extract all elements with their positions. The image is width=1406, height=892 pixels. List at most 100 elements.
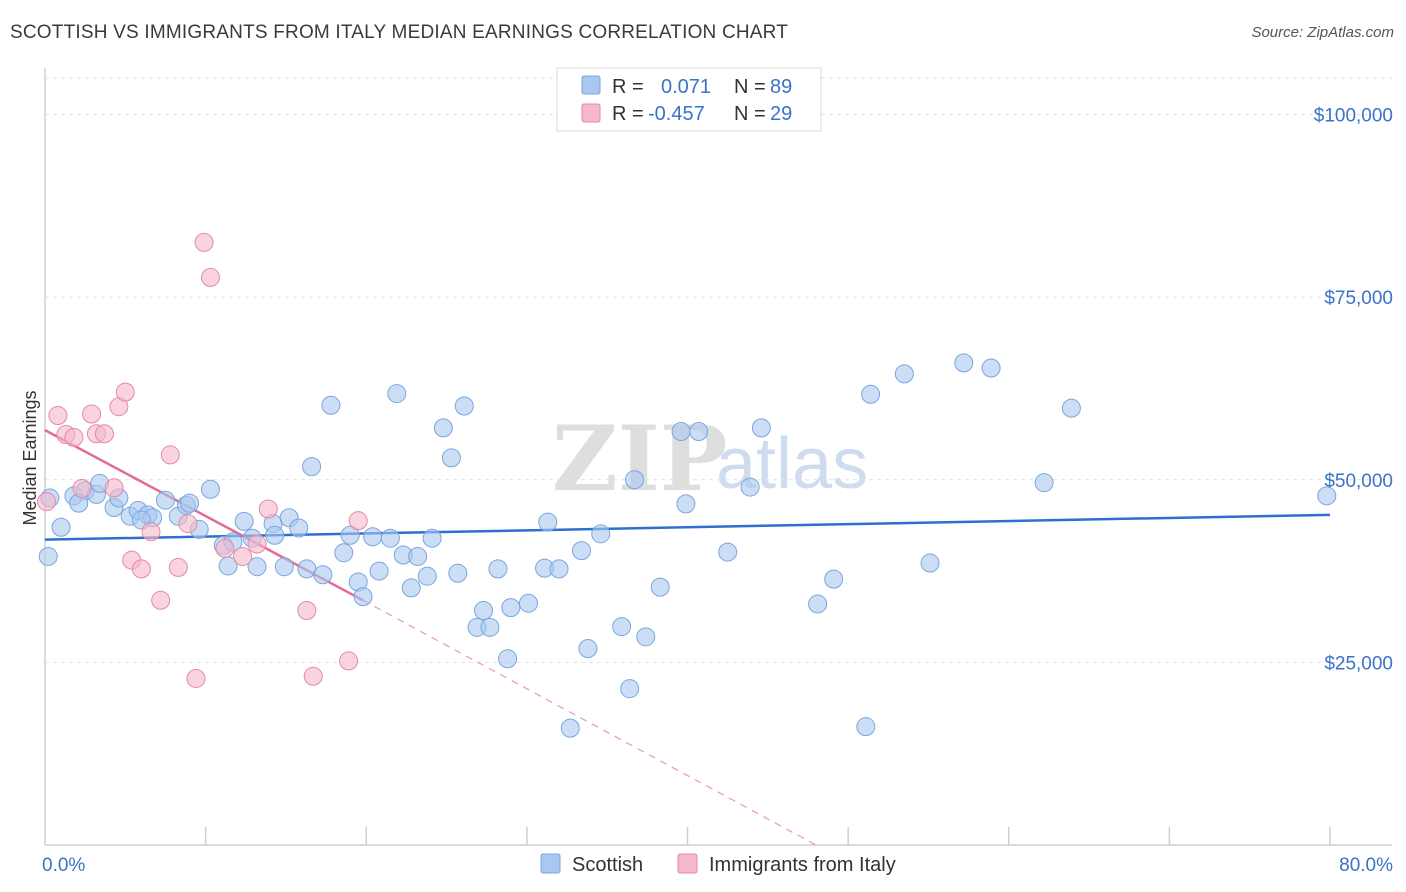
point-italy xyxy=(194,232,214,252)
point-italy xyxy=(37,492,57,512)
legend-r-label-scottish: R = xyxy=(612,76,644,98)
legend-label-scottish: Scottish xyxy=(572,854,643,876)
x-tick-labels: 0.0% 80.0% xyxy=(42,855,1393,876)
point-scottish xyxy=(433,418,453,438)
point-italy xyxy=(200,267,220,287)
point-scottish xyxy=(560,718,580,738)
point-scottish xyxy=(538,512,558,532)
point-scottish xyxy=(689,422,709,442)
chart-title: SCOTTISH VS IMMIGRANTS FROM ITALY MEDIAN… xyxy=(10,22,789,43)
point-italy xyxy=(339,651,359,671)
point-italy xyxy=(151,590,171,610)
point-italy xyxy=(94,424,114,444)
point-scottish xyxy=(571,541,591,561)
point-scottish xyxy=(824,569,844,589)
point-scottish xyxy=(334,543,354,563)
point-italy xyxy=(48,405,68,425)
point-italy xyxy=(141,522,161,542)
point-scottish xyxy=(387,384,407,404)
point-scottish xyxy=(718,542,738,562)
watermark-atlas: atlas xyxy=(716,424,868,504)
series-legend: Scottish Immigrants from Italy xyxy=(540,853,896,876)
point-scottish xyxy=(1317,486,1337,506)
point-scottish xyxy=(981,358,1001,378)
point-italy xyxy=(348,511,368,531)
y-tick-label: $75,000 xyxy=(1324,288,1393,309)
point-scottish xyxy=(448,563,468,583)
point-italy xyxy=(258,499,278,519)
point-scottish xyxy=(856,717,876,737)
correlation-legend: R = 0.071 N = 89 R = -0.457 N = 29 xyxy=(556,67,822,132)
point-scottish xyxy=(1034,473,1054,493)
point-scottish xyxy=(401,578,421,598)
point-scottish xyxy=(751,418,771,438)
x-axis-ticks xyxy=(204,827,1331,845)
legend-swatch-bottom-scottish xyxy=(540,853,561,874)
legend-r-label-italy: R = xyxy=(612,103,644,125)
point-scottish xyxy=(474,601,494,621)
legend-r-value-scottish: 0.071 xyxy=(661,76,711,98)
watermark-zip: ZIP xyxy=(552,406,727,512)
point-italy xyxy=(297,601,317,621)
legend-n-value-italy: 29 xyxy=(770,103,792,125)
point-scottish xyxy=(624,470,644,490)
point-italy xyxy=(160,445,180,465)
point-scottish xyxy=(297,559,317,579)
point-scottish xyxy=(180,493,200,513)
legend-n-value-scottish: 89 xyxy=(770,76,792,98)
point-scottish xyxy=(549,559,569,579)
point-scottish xyxy=(954,353,974,373)
point-scottish xyxy=(302,457,322,477)
point-scottish xyxy=(155,490,175,510)
point-italy xyxy=(233,546,253,566)
point-scottish xyxy=(441,448,461,468)
point-scottish xyxy=(422,528,442,548)
point-scottish xyxy=(274,557,294,577)
x-tick-label: 0.0% xyxy=(42,855,85,876)
point-scottish xyxy=(920,553,940,573)
point-scottish xyxy=(861,384,881,404)
trend-line-italy-extension xyxy=(362,599,817,846)
point-scottish xyxy=(612,617,632,637)
point-scottish xyxy=(369,561,389,581)
point-italy xyxy=(131,559,151,579)
point-scottish xyxy=(51,517,71,537)
point-scottish xyxy=(501,598,521,618)
point-italy xyxy=(64,427,84,447)
legend-r-value-italy: -0.457 xyxy=(648,103,705,125)
point-scottish xyxy=(321,395,341,415)
point-scottish xyxy=(408,546,428,566)
grid-lines xyxy=(45,77,1392,663)
point-scottish xyxy=(620,679,640,699)
point-scottish xyxy=(454,396,474,416)
y-axis-label: Median Earnings xyxy=(20,390,40,525)
point-scottish xyxy=(353,587,373,607)
point-scottish xyxy=(578,639,598,659)
point-scottish xyxy=(518,593,538,613)
watermark: ZIP atlas xyxy=(552,406,868,512)
point-scottish xyxy=(591,524,611,544)
y-tick-labels: $25,000 $50,000 $75,000 $100,000 xyxy=(1314,106,1393,675)
point-italy xyxy=(82,404,102,424)
legend-swatch-italy xyxy=(581,103,601,123)
y-tick-label: $100,000 xyxy=(1314,106,1393,127)
point-scottish xyxy=(488,559,508,579)
point-scottish xyxy=(1061,398,1081,418)
point-italy xyxy=(104,478,124,498)
point-scottish xyxy=(265,525,285,545)
legend-label-italy: Immigrants from Italy xyxy=(709,854,896,876)
legend-n-label-scottish: N = xyxy=(734,76,766,98)
point-scottish xyxy=(676,494,696,514)
point-scottish xyxy=(289,518,309,538)
point-italy xyxy=(186,668,206,688)
point-scottish xyxy=(417,566,437,586)
source-label: Source: ZipAtlas.com xyxy=(1251,24,1394,41)
point-scottish xyxy=(200,479,220,499)
y-tick-label: $50,000 xyxy=(1324,471,1393,492)
point-italy xyxy=(72,479,92,499)
point-scottish xyxy=(363,527,383,547)
y-tick-label: $25,000 xyxy=(1324,653,1393,674)
data-points xyxy=(37,232,1337,738)
point-scottish xyxy=(313,565,333,585)
